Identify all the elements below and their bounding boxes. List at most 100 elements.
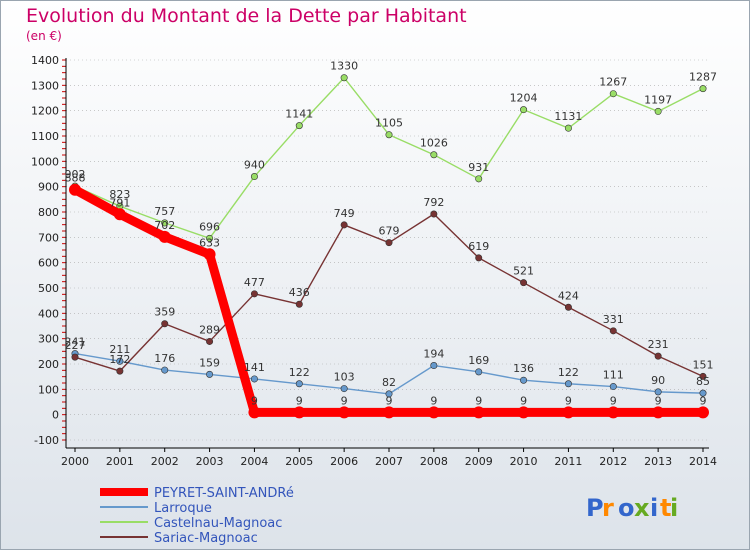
proxiti-logo: Pr o x i ti — [586, 494, 678, 522]
y-tick-label: 100 — [38, 383, 59, 396]
data-point — [158, 230, 171, 243]
x-tick-label: 2011 — [554, 455, 582, 468]
data-point — [520, 106, 528, 114]
data-point — [652, 406, 665, 419]
data-label: 521 — [513, 265, 534, 278]
y-tick-label: 500 — [38, 282, 59, 295]
data-label: 702 — [154, 219, 175, 232]
x-tick-label: 2006 — [330, 455, 358, 468]
data-labels: 888 791 702 633 9 9 9 9 9 9 9 9 9 9 9 241 211 176 159 141 12… — [65, 60, 718, 408]
logo-letter: r — [602, 494, 614, 522]
data-point — [250, 173, 258, 181]
data-point — [475, 175, 483, 183]
data-label: 122 — [558, 366, 579, 379]
data-point — [385, 390, 393, 398]
data-point — [69, 183, 81, 196]
data-point — [564, 380, 572, 388]
data-point — [427, 406, 440, 419]
data-point — [293, 406, 306, 419]
data-point — [564, 124, 572, 132]
data-point — [206, 234, 214, 242]
data-point — [609, 327, 617, 335]
data-label: 791 — [109, 196, 130, 209]
x-tick-label: 2003 — [196, 455, 224, 468]
data-point — [338, 406, 351, 419]
chart-title: Evolution du Montant de la Dette par Hab… — [26, 5, 467, 27]
data-label: 103 — [334, 371, 355, 384]
y-tick-label: 900 — [38, 181, 59, 194]
data-label: 151 — [693, 358, 714, 371]
legend-label: Castelnau-Magnoac — [154, 516, 282, 531]
data-label: 1026 — [420, 137, 448, 150]
data-point — [248, 406, 261, 419]
data-label: 1204 — [510, 92, 538, 105]
data-point — [699, 389, 707, 397]
y-tick-label: 600 — [38, 257, 59, 270]
data-label: 9 — [296, 394, 303, 407]
series-lines — [69, 74, 709, 419]
logo-letter: o — [618, 494, 635, 522]
axes: -100 0 100 200 300 400 500 600 700 800 900 1000 1100… — [31, 54, 717, 468]
data-label: 241 — [65, 336, 86, 349]
logo-letter: P — [586, 494, 604, 522]
data-point — [562, 406, 575, 419]
data-label: 9 — [565, 394, 572, 407]
data-label: 1197 — [644, 93, 672, 106]
data-point — [654, 107, 662, 115]
x-tick-label: 2012 — [599, 455, 627, 468]
y-tick-label: 1300 — [31, 79, 59, 92]
logo-letter: t — [660, 494, 671, 522]
logo-letter: x — [634, 494, 650, 522]
data-point — [113, 208, 126, 221]
data-point — [430, 210, 438, 218]
data-point — [385, 239, 393, 247]
data-label: 90 — [651, 374, 665, 387]
legend-label: PEYRET-SAINT-ANDRé — [154, 486, 294, 501]
y-tick-label: 1100 — [31, 130, 59, 143]
x-tick-label: 2010 — [510, 455, 538, 468]
x-tick-label: 2008 — [420, 455, 448, 468]
data-point — [340, 385, 348, 393]
data-label: 9 — [386, 394, 393, 407]
data-point — [654, 388, 662, 396]
legend-label: Larroque — [154, 501, 212, 516]
y-tick-label: 700 — [38, 231, 59, 244]
x-tick-label: 2000 — [61, 455, 89, 468]
data-label: 231 — [648, 338, 669, 351]
data-label: 888 — [65, 172, 86, 185]
y-tick-label: 0 — [52, 409, 59, 422]
data-point — [472, 406, 485, 419]
data-label: 82 — [382, 376, 396, 389]
data-point — [161, 219, 169, 227]
data-label: 1267 — [599, 76, 627, 89]
data-point — [161, 320, 169, 328]
data-label: 696 — [199, 220, 220, 233]
data-label: 792 — [423, 196, 444, 209]
data-label: 940 — [244, 159, 265, 172]
data-point — [609, 90, 617, 98]
data-label: 194 — [423, 348, 444, 361]
logo-letter: i — [650, 494, 658, 522]
data-point — [295, 122, 303, 130]
data-label: 902 — [65, 168, 86, 181]
data-label: 436 — [289, 286, 310, 299]
x-tick-label: 2013 — [644, 455, 672, 468]
logo-letter: i — [670, 494, 678, 522]
data-point — [699, 372, 707, 380]
data-label: 331 — [603, 313, 624, 326]
data-label: 9 — [520, 394, 527, 407]
data-label: 111 — [603, 369, 624, 382]
data-label: 757 — [154, 205, 175, 218]
data-label: 9 — [475, 394, 482, 407]
data-point — [430, 151, 438, 159]
data-point — [697, 406, 709, 419]
data-label: 9 — [341, 394, 348, 407]
data-point — [475, 254, 483, 262]
data-label: 85 — [696, 375, 710, 388]
data-label: 1287 — [689, 71, 717, 84]
data-point — [609, 383, 617, 391]
data-point — [520, 376, 528, 384]
data-point — [517, 406, 530, 419]
